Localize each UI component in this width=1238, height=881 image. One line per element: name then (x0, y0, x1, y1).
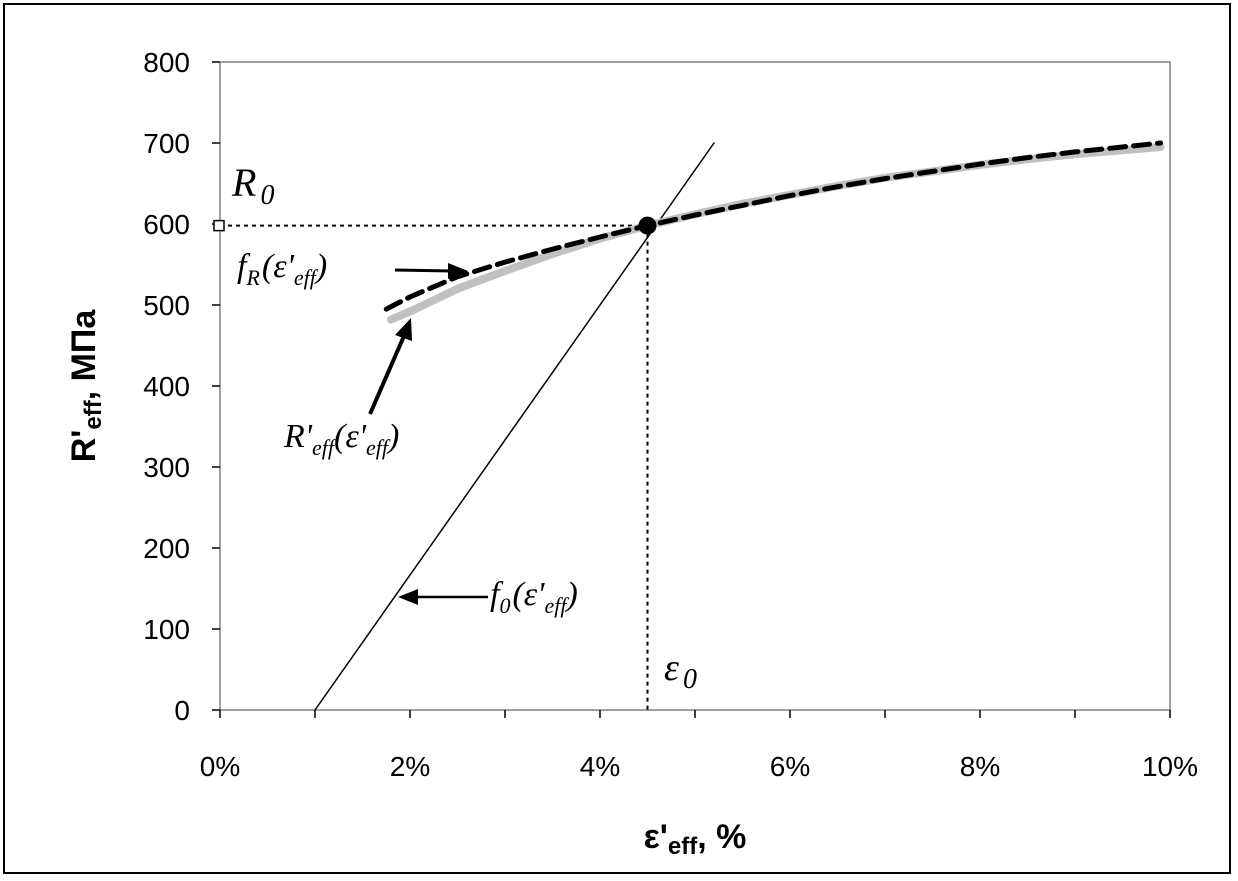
y-tick-label: 300 (143, 452, 190, 483)
y-tick-label: 0 (174, 695, 190, 726)
y-tick-label: 400 (143, 371, 190, 402)
x-tick-label: 0% (200, 751, 240, 782)
series-line-R_eff (387, 143, 1165, 324)
series-line-f0 (314, 142, 715, 711)
y-tick-label: 600 (143, 209, 190, 240)
guides-layer (213, 219, 649, 710)
y-tick-label: 800 (143, 47, 190, 78)
r0-axis-marker (213, 219, 225, 232)
y-tick-label: 700 (143, 128, 190, 159)
arrow-f0-head (398, 589, 418, 605)
ticks-layer: 0 100 200 300 400 500 600 700 800 0% 2% 4% 6% 8% 10% (143, 47, 1198, 782)
chart-frame (3, 3, 1231, 874)
x-axis-title: ε'eff, % (644, 818, 747, 860)
arrow-reff (368, 335, 406, 415)
y-tick-label: 100 (143, 614, 190, 645)
y-tick-label: 500 (143, 290, 190, 321)
series-line-f_R (383, 140, 1163, 312)
x-tick-label: 6% (770, 751, 810, 782)
y-tick-label: 200 (143, 533, 190, 564)
intersection-point (638, 216, 657, 235)
x-tick-label: 8% (960, 751, 1000, 782)
x-tick-label: 10% (1142, 751, 1198, 782)
annotation-reff: R'eff(ε'eff) (283, 418, 399, 460)
arrow-fr (394, 268, 453, 273)
y-axis-title: R'eff, МПа (65, 309, 107, 463)
annotation-f0: f0(ε'eff) (490, 576, 578, 618)
annotation-fr: fR(ε'eff) (237, 248, 327, 290)
x-tick-label: 2% (390, 751, 430, 782)
arrow-reff-head (395, 318, 412, 341)
arrow-fr-head (448, 263, 468, 279)
x-tick-label: 4% (580, 751, 620, 782)
series-layer (314, 140, 1165, 711)
